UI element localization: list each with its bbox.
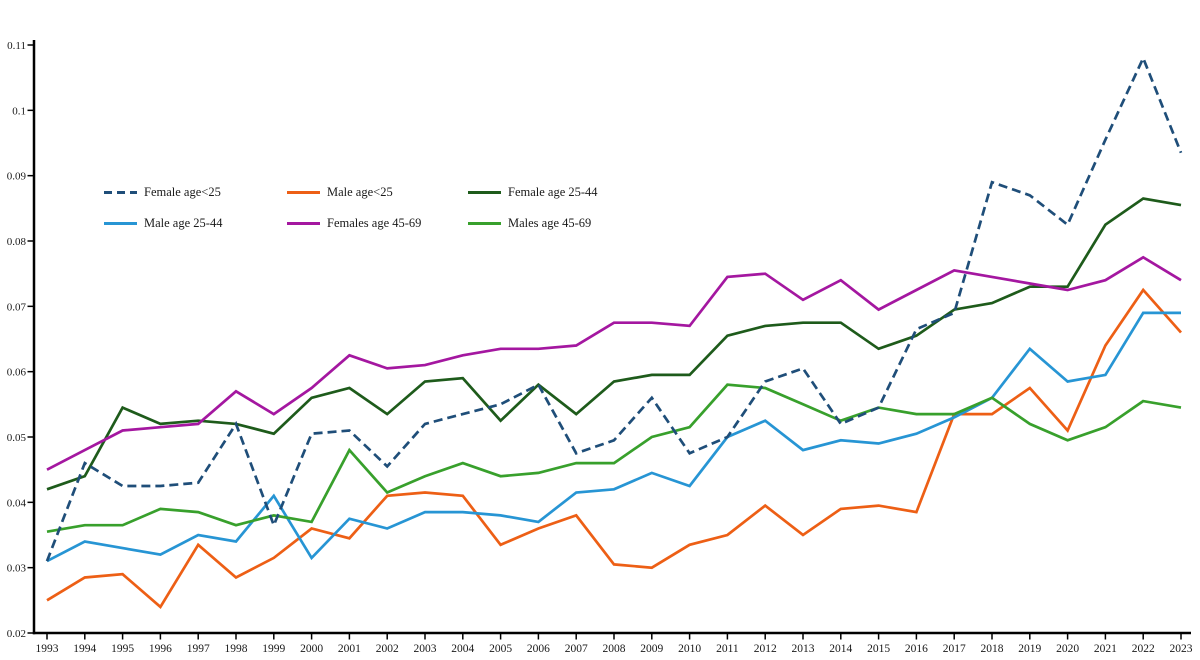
x-tick-label: 2020 — [1056, 643, 1079, 655]
y-tick-label: 0.08 — [7, 236, 27, 248]
x-tick-label: 1997 — [187, 643, 210, 655]
plot-line-female-age-25 — [45, 54, 1183, 562]
plot-line-male-age-25 — [46, 287, 1183, 609]
x-tick-label: 1994 — [73, 643, 96, 655]
x-tick-label: 1993 — [36, 643, 59, 655]
x-tick-label: 2019 — [1018, 643, 1041, 655]
x-tick-label: 2017 — [943, 643, 966, 655]
x-tick-label: 2006 — [527, 643, 550, 655]
y-tick-label: 0.09 — [7, 171, 27, 183]
x-tick-label: 2001 — [338, 643, 361, 655]
x-tick-label: 1996 — [149, 643, 172, 655]
x-tick-label: 1995 — [111, 643, 134, 655]
x-tick-label: 2002 — [376, 643, 399, 655]
y-tick-label: 0.11 — [7, 40, 26, 52]
x-tick-label: 2022 — [1132, 643, 1155, 655]
y-tick-label: 0.03 — [7, 563, 27, 575]
x-tick-label: 2008 — [603, 643, 626, 655]
x-tick-label: 2023 — [1170, 643, 1193, 655]
y-tick-label: 0.1 — [12, 105, 26, 117]
plot-line-female-age-25-44 — [46, 197, 1182, 491]
y-tick-label: 0.02 — [7, 628, 26, 640]
y-tick-label: 0.07 — [7, 301, 27, 313]
x-tick-label: 2007 — [565, 643, 588, 655]
x-tick-label: 2014 — [829, 643, 852, 655]
x-tick-label: 2013 — [792, 643, 815, 655]
plot-line-males-age-45-69 — [46, 383, 1182, 534]
x-tick-label: 2000 — [300, 643, 323, 655]
x-tick-label: 2015 — [867, 643, 890, 655]
x-tick-label: 2003 — [414, 643, 437, 655]
x-tick-label: 2011 — [716, 643, 739, 655]
y-tick-label: 0.06 — [7, 367, 27, 379]
x-tick-label: 1998 — [225, 643, 248, 655]
x-tick-label: 2004 — [451, 643, 474, 655]
x-tick-label: 2005 — [489, 643, 512, 655]
x-tick-label: 2010 — [678, 643, 701, 655]
x-tick-label: 2009 — [640, 643, 663, 655]
x-tick-label: 2012 — [754, 643, 777, 655]
y-tick-label: 0.04 — [7, 497, 27, 509]
x-tick-label: 2021 — [1094, 643, 1117, 655]
plot-line-male-age-25-44 — [46, 311, 1181, 563]
x-tick-label: 2016 — [905, 643, 928, 655]
x-tick-label: 1999 — [262, 643, 285, 655]
y-tick-label: 0.05 — [7, 432, 27, 444]
plot-line-females-age-45-69 — [46, 255, 1182, 471]
x-tick-label: 2018 — [981, 643, 1004, 655]
